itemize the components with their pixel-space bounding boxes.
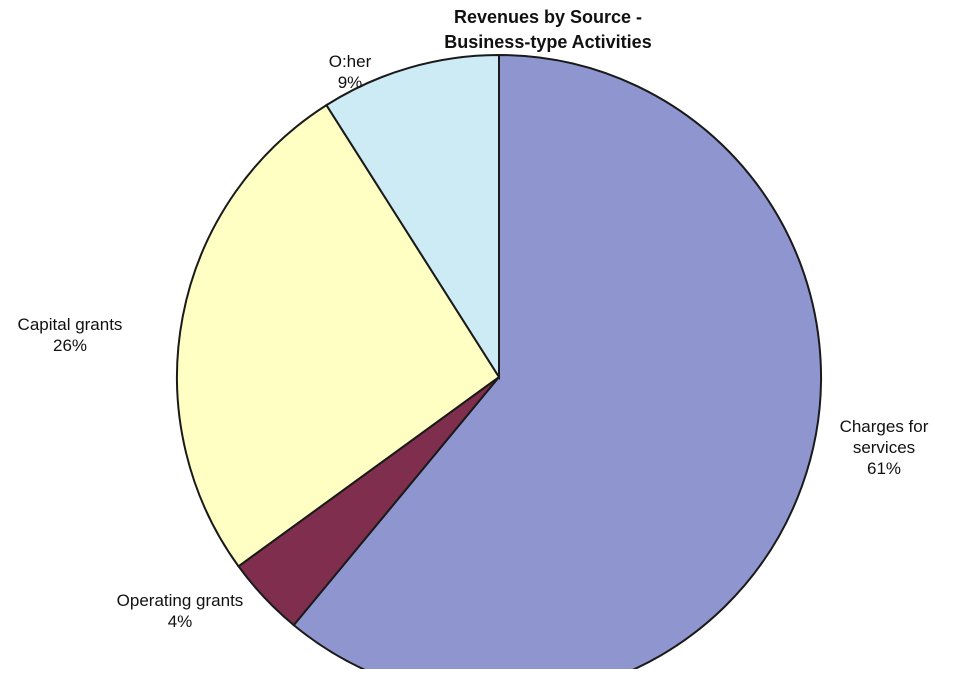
pie-slices bbox=[177, 55, 821, 669]
chart-title-line-2: Business-type Activities bbox=[444, 32, 651, 52]
slice-percent-3: 9% bbox=[338, 73, 363, 92]
slice-label-1-line-0: Operating grants bbox=[117, 591, 244, 610]
slice-percent-1: 4% bbox=[168, 612, 193, 631]
slice-percent-2: 26% bbox=[53, 336, 87, 355]
slice-percent-0: 61% bbox=[867, 459, 901, 478]
chart-title-line-1: Revenues by Source - bbox=[454, 7, 642, 27]
slice-label-3-line-0: O:her bbox=[329, 52, 372, 71]
slice-label-0-line-0: Charges for bbox=[840, 417, 929, 436]
slice-label-0-line-1: services bbox=[853, 438, 915, 457]
slice-label-2-line-0: Capital grants bbox=[18, 315, 123, 334]
